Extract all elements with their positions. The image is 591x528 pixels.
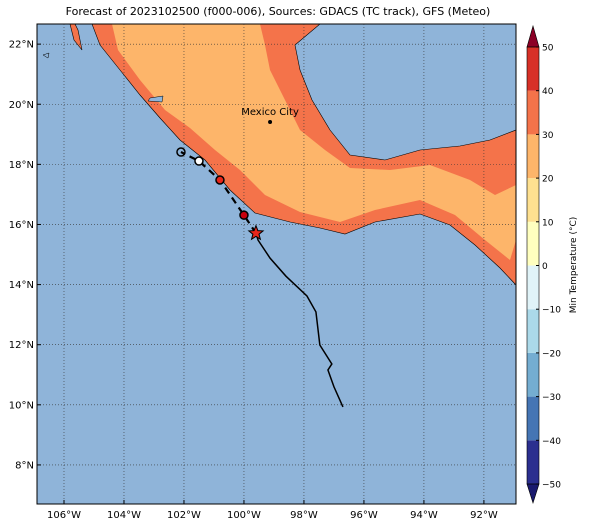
observed-track	[255, 232, 344, 408]
city-dot	[268, 119, 273, 124]
y-tick-label: 12°N	[9, 340, 34, 351]
colorbar-tick-label: −40	[542, 437, 561, 447]
x-tick-label: 94°W	[410, 510, 438, 521]
colorbar-label: Min Temperature (°C)	[569, 217, 579, 314]
y-tick-label: 10°N	[9, 400, 34, 411]
colorbar-tick-label: 0	[542, 262, 548, 272]
colorbar-extend	[526, 483, 540, 504]
city-label: Mexico City	[241, 107, 299, 118]
title: Forecast of 2023102500 (f000-006), Sourc…	[66, 5, 491, 18]
colorbar-band	[527, 265, 539, 310]
x-tick-label: 98°W	[290, 510, 318, 521]
y-tick-label: 16°N	[9, 220, 34, 231]
y-tick-label: 8°N	[15, 460, 34, 471]
x-tick-label: 100°W	[227, 510, 261, 521]
colorbar-band	[527, 134, 539, 179]
y-tick-label: 20°N	[9, 100, 34, 111]
map-frame	[36, 23, 517, 505]
baja-tip	[69, 24, 83, 51]
colorbar-tick-label: 30	[542, 131, 554, 141]
colorbar-band	[527, 396, 539, 441]
colorbar-tick-label: 10	[542, 218, 554, 228]
x-tick-label: 92°W	[470, 510, 498, 521]
land	[42, 24, 516, 286]
y-tick-label: 22°N	[9, 40, 34, 51]
colorbar-extend	[526, 24, 540, 48]
track-point	[215, 175, 225, 185]
track-point	[194, 156, 204, 166]
x-tick-label: 104°W	[107, 510, 141, 521]
colorbar-band	[527, 221, 539, 266]
colorbar-band	[527, 352, 539, 397]
colorbar-band	[527, 309, 539, 353]
colorbar-band	[527, 178, 539, 222]
colorbar-tick-label: −30	[542, 393, 561, 403]
y-tick-label: 18°N	[9, 160, 34, 171]
lake	[147, 95, 164, 103]
colorbar-band	[527, 90, 539, 135]
colorbar-tick-label: −50	[542, 481, 561, 491]
track-point	[239, 210, 249, 220]
colorbar-band	[527, 440, 539, 484]
colorbar-tick-label: −20	[542, 349, 561, 359]
x-tick-label: 102°W	[167, 510, 201, 521]
colorbar-tick-label: −10	[542, 306, 561, 316]
x-tick-label: 106°W	[47, 510, 81, 521]
island	[42, 52, 50, 59]
colorbar-tick-label: 50	[542, 44, 554, 54]
colorbar-band	[527, 47, 539, 91]
colorbar-tick-label: 40	[542, 87, 554, 97]
y-tick-label: 14°N	[9, 280, 34, 291]
x-tick-label: 96°W	[350, 510, 378, 521]
interior	[112, 24, 516, 260]
storm-star	[247, 224, 265, 241]
track-point	[176, 147, 186, 157]
colorbar-tick-label: 20	[542, 175, 554, 185]
